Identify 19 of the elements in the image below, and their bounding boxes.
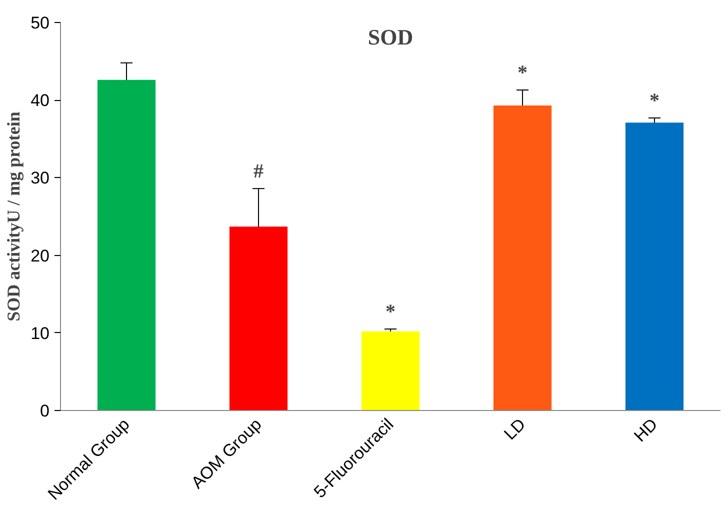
y-tick-label: 30 — [30, 168, 50, 188]
bar — [625, 122, 684, 410]
y-tick-label: 50 — [30, 14, 50, 32]
bar — [229, 226, 288, 410]
x-tick-label: LD — [500, 414, 530, 444]
y-tick-label: 40 — [30, 91, 50, 110]
bar — [493, 106, 552, 410]
x-tick-label: HD — [630, 414, 662, 446]
y-tick-label: 20 — [30, 246, 50, 266]
data-label: * — [386, 301, 396, 324]
y-axis-title: SOD activityU / mg protein — [4, 112, 24, 322]
y-tick-label: 0 — [40, 402, 50, 420]
data-label: * — [518, 62, 528, 84]
data-label: # — [254, 160, 264, 183]
y-tick-label: 10 — [30, 324, 50, 343]
data-label: * — [650, 90, 660, 112]
bar — [361, 331, 420, 410]
bar — [97, 80, 156, 410]
chart-title: SOD — [368, 24, 414, 50]
